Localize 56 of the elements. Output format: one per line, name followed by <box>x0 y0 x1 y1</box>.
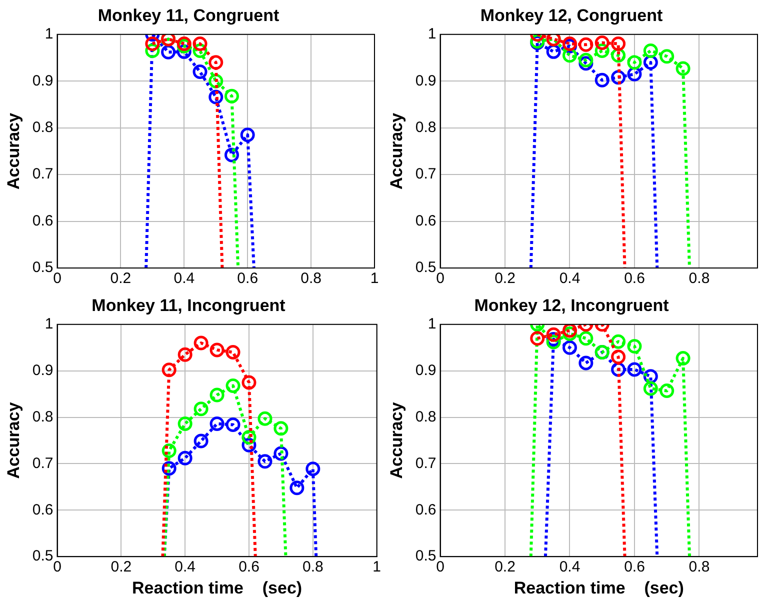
x-axis-title: Reaction time (sec) <box>514 578 684 598</box>
x-tick-label: 0.4 <box>174 558 196 576</box>
y-tick-label: 0.5 <box>32 548 54 565</box>
x-tick-label: 0 <box>436 270 444 288</box>
y-tick-label: 0.7 <box>415 454 436 472</box>
x-tick-label: 0.6 <box>624 558 645 576</box>
y-tick-label: 0.7 <box>415 166 436 183</box>
y-axis-title: Accuracy <box>386 402 406 479</box>
y-axis-title: Accuracy <box>386 112 406 190</box>
y-tick-label: 0.6 <box>32 212 54 230</box>
y-axis-title: Accuracy <box>4 112 23 190</box>
chart-title: Monkey 12, Congruent <box>480 6 663 25</box>
y-tick-label: 0.8 <box>32 118 54 136</box>
y-tick-label: 0.5 <box>415 259 436 276</box>
x-tick-label: 0.2 <box>110 558 132 576</box>
y-axis-title: Accuracy <box>4 402 23 479</box>
x-tick-label: 0.8 <box>688 270 710 288</box>
x-tick-label: 0 <box>53 558 62 576</box>
x-tick-label: 0.4 <box>174 270 195 288</box>
y-tick-label: 0.9 <box>32 362 54 379</box>
y-tick-label: 0.5 <box>32 259 54 276</box>
y-tick-label: 0.8 <box>32 408 54 426</box>
y-tick-label: 0.5 <box>415 548 436 565</box>
y-tick-label: 0.8 <box>415 118 436 136</box>
x-tick-label: 0.6 <box>238 558 260 576</box>
x-tick-label: 0 <box>53 270 62 288</box>
y-tick-label: 0.6 <box>32 501 54 518</box>
chart-title: Monkey 11, Congruent <box>98 6 280 25</box>
y-tick-label: 0.7 <box>32 454 54 472</box>
y-tick-label: 0.8 <box>415 408 436 426</box>
x-tick-label: 0.4 <box>559 558 580 576</box>
y-tick-label: 0.9 <box>32 72 54 90</box>
y-tick-label: 0.6 <box>415 212 436 230</box>
y-tick-label: 1 <box>428 316 436 333</box>
x-tick-label: 0.2 <box>110 270 132 288</box>
x-tick-label: 0.2 <box>494 270 516 288</box>
y-tick-label: 1 <box>428 26 436 43</box>
x-tick-label: 0.8 <box>302 558 324 576</box>
x-tick-label: 0.6 <box>237 270 258 288</box>
x-tick-label: 1 <box>372 558 381 576</box>
y-tick-label: 0.7 <box>32 166 54 183</box>
x-tick-label: 0.8 <box>688 558 710 576</box>
y-tick-label: 1 <box>44 26 54 43</box>
x-tick-label: 0.8 <box>300 270 322 288</box>
chart-title: Monkey 12, Incongruent <box>474 296 670 315</box>
y-tick-label: 1 <box>44 316 54 333</box>
y-tick-label: 0.9 <box>415 72 436 90</box>
x-axis-title: Reaction time (sec) <box>132 578 302 598</box>
chart-title: Monkey 11, Incongruent <box>92 296 286 315</box>
y-tick-label: 0.6 <box>415 501 436 518</box>
x-tick-label: 0.6 <box>624 270 645 288</box>
x-tick-label: 0.4 <box>559 270 580 288</box>
x-tick-label: 0.2 <box>494 558 516 576</box>
x-tick-label: 0 <box>436 558 444 576</box>
x-tick-label: 1 <box>370 270 379 288</box>
y-tick-label: 0.9 <box>415 362 436 379</box>
